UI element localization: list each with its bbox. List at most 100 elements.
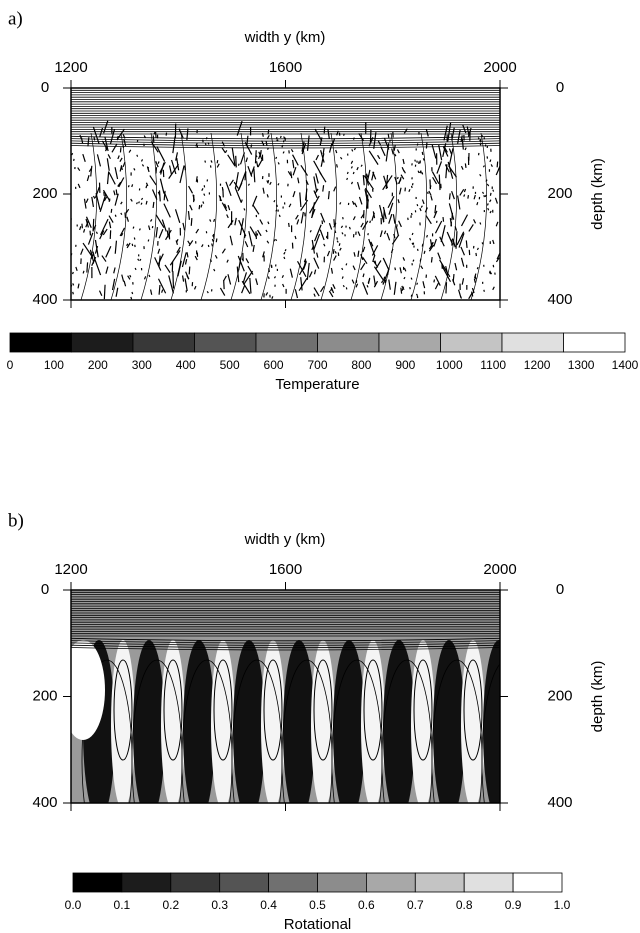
vector [193,285,197,290]
vector [269,181,272,185]
vector [432,176,438,185]
vector [223,203,228,209]
vector [292,190,296,198]
vector [82,153,86,163]
vector [366,284,369,288]
vector [284,249,287,252]
vector [148,225,151,231]
vector [151,189,158,200]
vector [115,287,119,297]
vector [336,240,339,243]
isoline [71,637,500,642]
vector [140,197,144,201]
vector [265,292,269,296]
vector [254,150,257,164]
vector [75,266,78,271]
contour [313,659,333,761]
colorbar-tick-label: 400 [176,358,196,372]
vector [283,251,286,255]
vector [370,241,374,247]
plot-field [71,88,500,300]
vector [448,148,453,155]
vector [434,220,443,234]
vector [86,262,89,273]
vector [368,150,379,165]
vector [298,264,306,276]
vector [223,275,227,282]
vector [373,266,385,282]
vector [382,206,387,220]
vector [386,232,391,241]
vector [127,275,131,280]
colorbar-tick-label: 700 [307,358,327,372]
vector [152,135,155,143]
vector [252,244,255,252]
isoline [71,644,500,649]
y-tick-label-right: 400 [547,291,572,308]
x-tick-label: 2000 [483,561,516,578]
vector [452,279,456,286]
vector [86,174,90,182]
vector [463,188,467,193]
vector [137,258,140,261]
vector [187,240,191,245]
vector [201,244,204,248]
vector [400,174,405,180]
vector [279,135,282,139]
vector [278,214,281,218]
vector [244,241,249,248]
vector [149,289,153,295]
vector [114,167,119,180]
vector [131,291,134,295]
vector [428,241,434,250]
vector [373,260,379,268]
vector [214,254,218,259]
vector [247,183,251,186]
vector [127,185,130,188]
vector [126,242,131,249]
vector [238,171,247,190]
vector [85,198,89,203]
vector [155,214,165,229]
vector [176,246,181,254]
isoline [71,140,500,144]
vector [377,154,381,160]
contour [113,659,133,761]
streamline [230,132,247,300]
vector [313,176,318,192]
vector [114,214,117,217]
vector [381,280,384,284]
vector [431,171,440,185]
vector [179,165,185,184]
vector [266,194,269,198]
vector [387,195,395,209]
vector [113,190,116,196]
vector [420,265,424,270]
vector [339,156,343,160]
vector [433,279,436,283]
vector [330,267,334,274]
vector [292,166,297,176]
vector [184,278,188,292]
vector [334,251,337,254]
vector [426,234,429,238]
vector [309,230,312,233]
vector [237,163,240,166]
vector [495,221,499,227]
vector [430,257,433,263]
vector [327,191,330,200]
light-cell [511,640,535,810]
vector [434,282,439,290]
vector [296,219,300,225]
vector [243,270,254,285]
vector [394,267,397,271]
vector [358,132,364,141]
vector [322,185,325,192]
vector [145,185,148,189]
vector [316,252,319,258]
vector [459,189,465,196]
vector [401,285,405,291]
vector [184,258,188,265]
contour [463,659,483,761]
vector [218,195,223,202]
